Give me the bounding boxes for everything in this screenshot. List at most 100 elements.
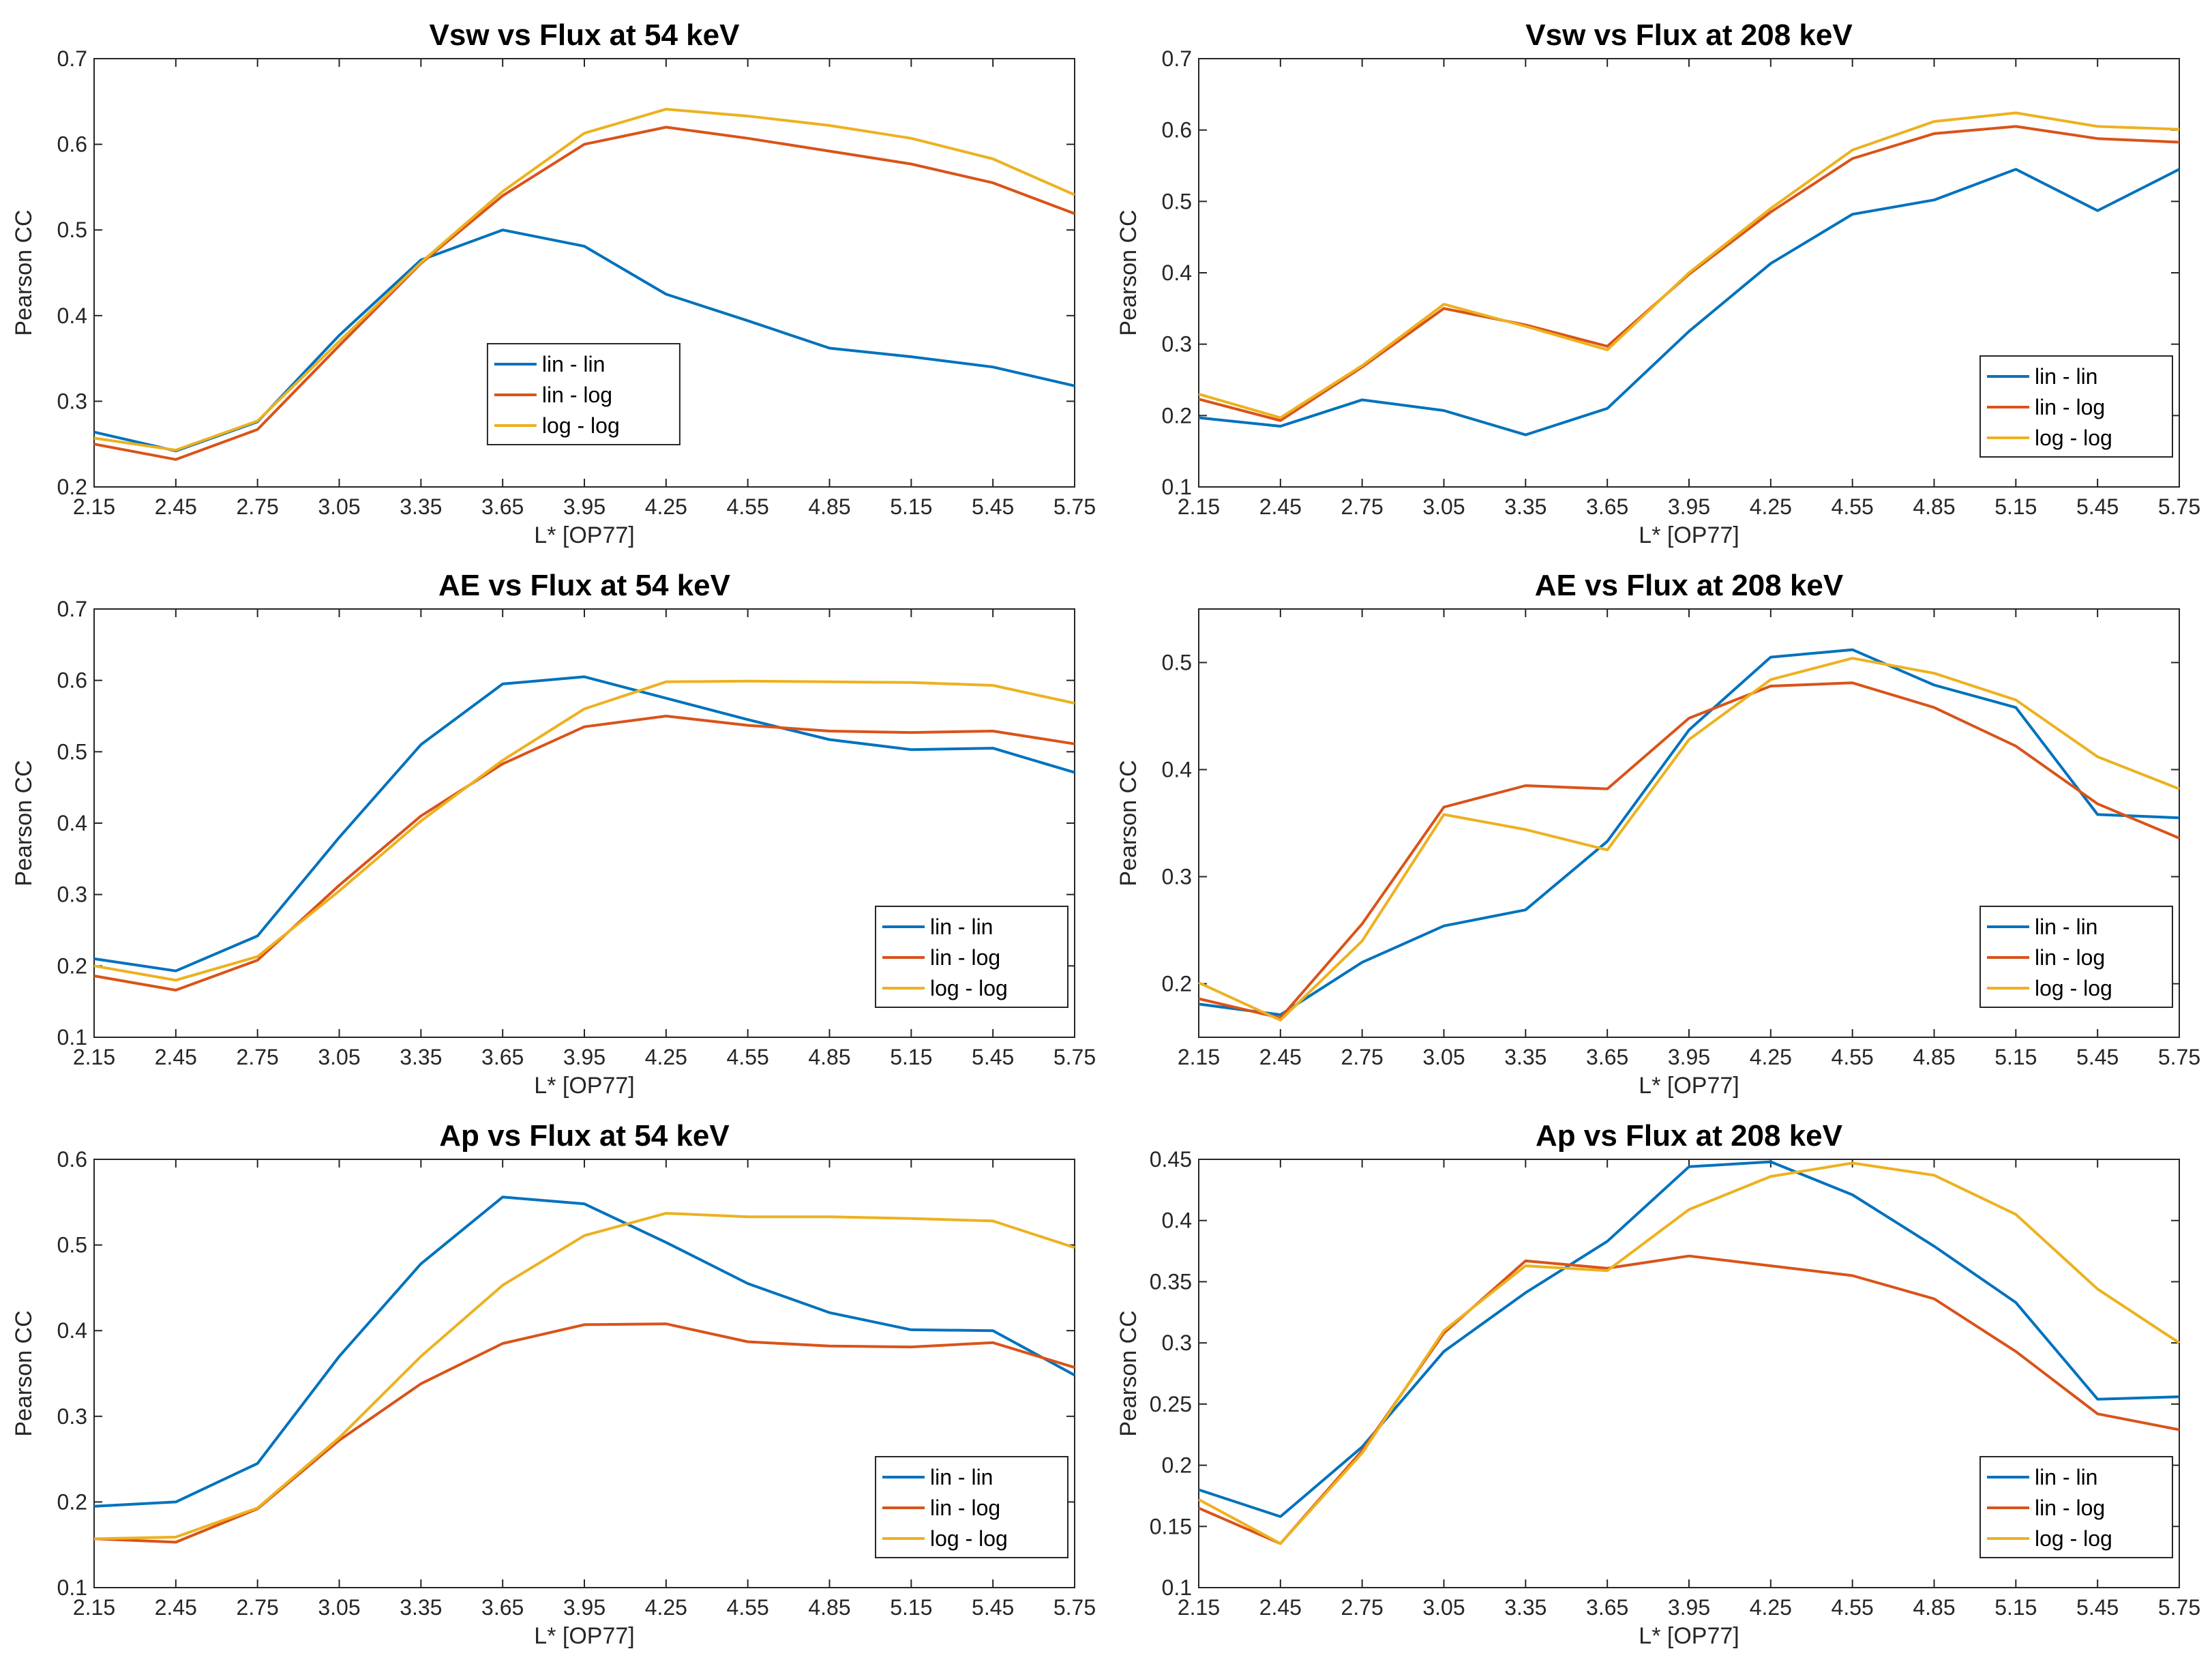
x-tick-label: 5.45	[972, 1595, 1014, 1620]
legend-label: log - log	[2035, 426, 2112, 450]
x-tick-label: 4.85	[808, 1595, 850, 1620]
y-tick-label: 0.3	[1162, 1331, 1192, 1355]
y-tick-label: 0.4	[1162, 261, 1192, 285]
legend-label: lin - lin	[542, 352, 605, 376]
y-tick-label: 0.4	[1162, 758, 1192, 782]
y-tick-label: 0.6	[57, 132, 87, 157]
legend-label: lin - log	[2035, 395, 2105, 419]
y-tick-label: 0.2	[57, 953, 87, 978]
y-tick-label: 0.1	[57, 1575, 87, 1600]
legend-label: lin - log	[2035, 1496, 2105, 1520]
series-line-3	[93, 679, 1075, 982]
x-tick-label: 5.75	[2158, 1045, 2200, 1069]
series-line-1	[93, 1195, 1075, 1508]
panel-title: AE vs Flux at 208 keV	[1535, 569, 1844, 602]
x-tick-label: 3.65	[481, 494, 524, 519]
x-tick-label: 5.15	[1994, 494, 2037, 519]
y-tick-label: 0.15	[1150, 1514, 1192, 1539]
legend: lin - lin lin - log log - log	[875, 1456, 1068, 1558]
x-tick-label: 3.95	[1668, 1595, 1710, 1620]
x-tick-label: 5.45	[2076, 1045, 2119, 1069]
y-tick-label: 0.6	[57, 668, 87, 693]
x-tick-label: 3.35	[400, 1045, 442, 1069]
legend: lin - lin lin - log log - log	[875, 906, 1068, 1008]
series-line-2	[93, 125, 1075, 461]
legend-label: lin - lin	[930, 1465, 993, 1489]
y-tick-label: 0.5	[57, 218, 87, 242]
x-axis-label: L* [OP77]	[534, 1623, 634, 1649]
y-tick-label: 0.5	[57, 739, 87, 764]
y-tick-label: 0.7	[57, 597, 87, 621]
y-tick-label: 0.25	[1150, 1392, 1192, 1416]
x-tick-label: 4.55	[727, 1045, 769, 1069]
x-tick-label: 4.25	[1750, 1045, 1792, 1069]
y-tick-label: 0.5	[1162, 189, 1192, 213]
series-line-1	[1198, 648, 2180, 1016]
subplot-1: 2.15 2.45 2.75 3.05 3.35 3.65 3.95 4.25 4.55 4.85…	[11, 18, 1096, 548]
series-line-1	[1198, 1160, 2180, 1518]
series-line-3	[1198, 1161, 2181, 1545]
legend-label: lin - lin	[2035, 364, 2097, 389]
x-tick-label: 5.75	[1053, 494, 1096, 519]
x-tick-label: 2.75	[1341, 1045, 1384, 1069]
series-line-1	[93, 675, 1075, 972]
x-tick-label: 5.75	[2158, 1595, 2200, 1620]
y-tick-label: 0.4	[57, 303, 87, 328]
legend-label: lin - lin	[930, 915, 993, 939]
x-tick-label: 4.55	[1832, 494, 1874, 519]
y-axis-label: Pearson CC	[1116, 760, 1141, 886]
x-tick-label: 5.75	[2158, 494, 2200, 519]
x-tick-label: 3.65	[481, 1595, 524, 1620]
y-tick-label: 0.3	[57, 389, 87, 413]
subplot-5: 2.15 2.45 2.75 3.05 3.35 3.65 3.95 4.25 4.55 4.85…	[11, 1119, 1096, 1649]
series-line-3	[93, 108, 1075, 451]
x-tick-label: 2.45	[155, 1595, 197, 1620]
y-tick-label: 0.3	[57, 882, 87, 907]
x-tick-label: 4.85	[808, 494, 850, 519]
x-tick-label: 2.75	[237, 1045, 279, 1069]
x-tick-label: 3.95	[563, 1595, 606, 1620]
x-tick-label: 5.15	[890, 1045, 932, 1069]
legend: lin - lin lin - log log - log	[486, 343, 681, 445]
y-tick-label: 0.2	[1162, 1453, 1192, 1478]
y-tick-label: 0.6	[57, 1147, 87, 1172]
panel-title: Vsw vs Flux at 54 keV	[430, 18, 741, 52]
legend-label: lin - lin	[2035, 1465, 2097, 1489]
series-line-3	[93, 1212, 1075, 1541]
x-tick-label: 2.15	[1178, 1045, 1220, 1069]
x-tick-label: 2.45	[1259, 1595, 1302, 1620]
x-tick-label: 2.15	[73, 1595, 115, 1620]
y-axis-label: Pearson CC	[11, 209, 37, 336]
panel-title: Ap vs Flux at 208 keV	[1536, 1119, 1843, 1153]
legend-label: log - log	[2035, 1526, 2112, 1551]
series-line-3	[1198, 111, 2180, 419]
x-tick-label: 3.05	[318, 1045, 360, 1069]
x-tick-label: 3.65	[1586, 1595, 1628, 1620]
y-axis-label: Pearson CC	[11, 760, 37, 886]
x-tick-label: 3.95	[563, 494, 606, 519]
x-tick-label: 5.75	[1053, 1595, 1096, 1620]
y-tick-label: 0.45	[1150, 1147, 1192, 1172]
series-line-3	[1198, 657, 2180, 1022]
y-tick-label: 0.3	[57, 1404, 87, 1429]
x-tick-label: 5.15	[890, 494, 932, 519]
legend-label: lin - log	[930, 945, 1000, 970]
panel-title: Vsw vs Flux at 208 keV	[1525, 18, 1853, 52]
x-tick-label: 2.45	[1259, 1045, 1302, 1069]
x-tick-label: 3.65	[1586, 1045, 1628, 1069]
y-tick-label: 0.2	[57, 475, 87, 499]
legend: lin - lin lin - log log - log	[1979, 355, 2173, 458]
y-tick-label: 0.7	[57, 46, 87, 71]
y-tick-label: 0.2	[1162, 403, 1192, 428]
x-tick-label: 2.75	[237, 494, 279, 519]
x-axis-label: L* [OP77]	[1639, 522, 1739, 548]
x-tick-label: 2.15	[1178, 494, 1220, 519]
x-axis-label: L* [OP77]	[1639, 1623, 1739, 1649]
subplot-4: 2.15 2.45 2.75 3.05 3.35 3.65 3.95 4.25 4.55 4.85…	[1116, 569, 2200, 1099]
series-line-2	[1198, 681, 2180, 1020]
legend-label: log - log	[930, 1526, 1008, 1551]
x-tick-label: 3.35	[1504, 1595, 1546, 1620]
x-tick-label: 5.45	[2076, 1595, 2119, 1620]
x-axis-label: L* [OP77]	[1639, 1073, 1739, 1099]
y-axis-label: Pearson CC	[1116, 1310, 1141, 1436]
